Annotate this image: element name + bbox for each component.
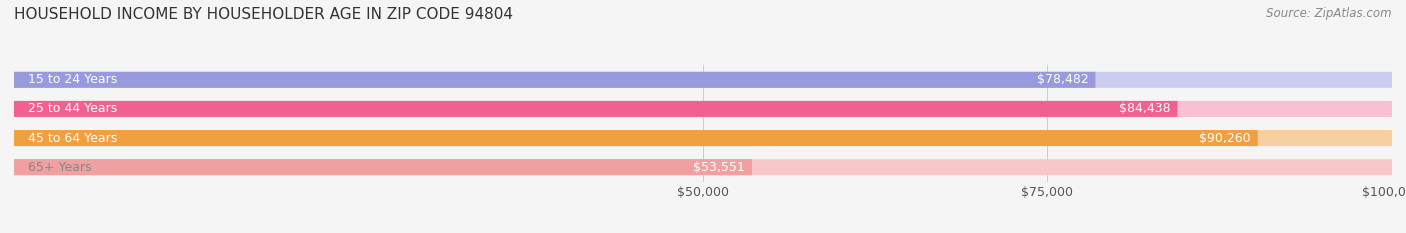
Text: 45 to 64 Years: 45 to 64 Years bbox=[28, 132, 117, 144]
FancyBboxPatch shape bbox=[14, 101, 1392, 117]
FancyBboxPatch shape bbox=[14, 130, 1392, 146]
FancyBboxPatch shape bbox=[14, 101, 1177, 117]
FancyBboxPatch shape bbox=[14, 72, 1392, 88]
Text: 25 to 44 Years: 25 to 44 Years bbox=[28, 103, 117, 115]
FancyBboxPatch shape bbox=[14, 130, 1258, 146]
Text: $90,260: $90,260 bbox=[1199, 132, 1251, 144]
Text: 65+ Years: 65+ Years bbox=[28, 161, 91, 174]
FancyBboxPatch shape bbox=[14, 159, 1392, 175]
FancyBboxPatch shape bbox=[14, 72, 1095, 88]
Text: $84,438: $84,438 bbox=[1119, 103, 1171, 115]
Text: $53,551: $53,551 bbox=[693, 161, 745, 174]
Text: 15 to 24 Years: 15 to 24 Years bbox=[28, 73, 117, 86]
Text: HOUSEHOLD INCOME BY HOUSEHOLDER AGE IN ZIP CODE 94804: HOUSEHOLD INCOME BY HOUSEHOLDER AGE IN Z… bbox=[14, 7, 513, 22]
Text: Source: ZipAtlas.com: Source: ZipAtlas.com bbox=[1267, 7, 1392, 20]
FancyBboxPatch shape bbox=[14, 159, 752, 175]
Text: $78,482: $78,482 bbox=[1036, 73, 1088, 86]
